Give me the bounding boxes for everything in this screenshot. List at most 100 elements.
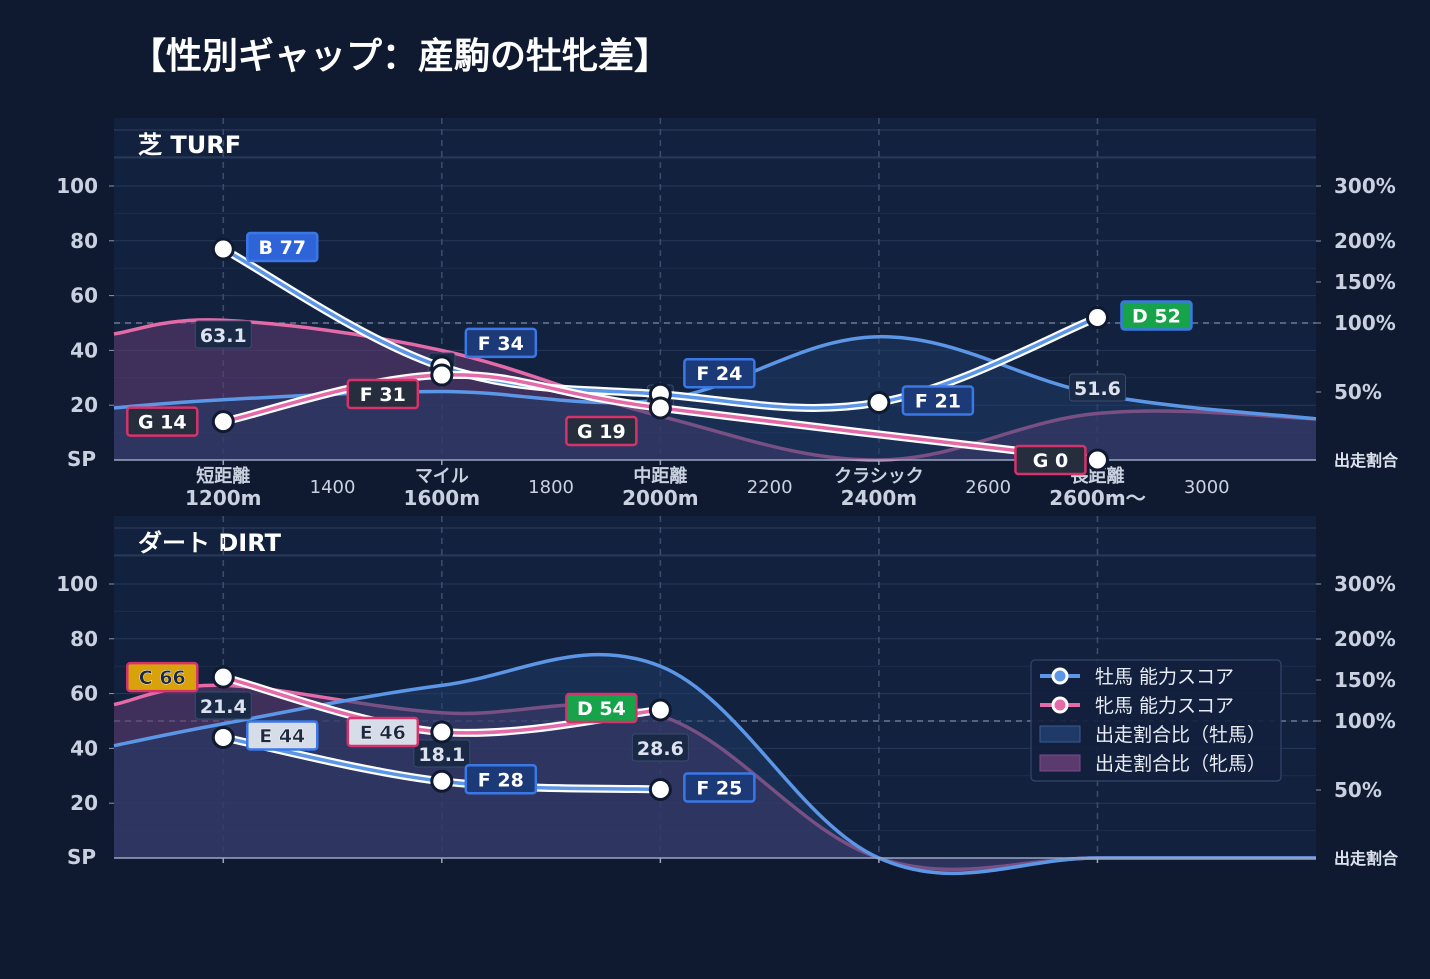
y2-axis-label: 出走割合 [1334,451,1399,470]
legend-box [1030,659,1282,782]
x-tick-label: クラシック [834,466,924,487]
y2-tick-label: 50% [1334,778,1382,802]
x-tick-label: 1200m [185,486,262,510]
y-tick-label: 20 [70,393,98,417]
x-tick-label: 1400 [310,477,356,498]
grade-badge [683,357,756,389]
grade-label: F 34 [478,333,524,355]
y-tick-label: 60 [70,682,98,706]
male-score-point [430,769,454,793]
grade-badge [246,231,319,263]
grade-label: E 46 [360,722,406,744]
grade-label: C 66 [139,667,186,689]
x-tick-label: 2400m [841,486,918,510]
panel-title: ダート DIRT [138,529,282,557]
female-score-point [648,698,672,722]
grade-badge [901,385,975,416]
y2-tick-label: 300% [1334,572,1396,596]
female-score-point [1085,448,1109,472]
x-tick-label: 2600m〜 [1049,486,1146,510]
grade-label: G 0 [1033,450,1068,472]
ratio-label-box [631,733,689,762]
grade-label: D 52 [1132,306,1181,328]
legend-label: 出走割合比（牝馬） [1095,753,1266,775]
ratio-label-box [194,691,252,720]
y-tick-label: 100 [56,572,98,596]
grade-label: B 77 [258,237,306,259]
chart-panel-dirt: ダート DIRT 100 80 60 40 20 SP 300% 200% 150% 100% 50%… [56,516,1399,876]
grade-label: E 44 [259,725,305,747]
male-score-point [211,237,235,261]
ratio-label-box [1068,373,1126,402]
ratio-label: 18.1 [418,744,465,766]
y-tick-label: 40 [70,736,98,760]
y2-tick-label: 150% [1334,668,1396,692]
legend-swatch [1039,725,1081,743]
male-score-point [211,725,235,749]
y2-tick-label: 50% [1334,380,1382,404]
chart-panel-turf: 芝 TURF 100 80 60 40 20 SP 300% 200% 150% 100% 50% 出走… [56,118,1399,510]
grade-badge [126,406,199,437]
legend-label: 牝馬 能力スコア [1095,695,1234,717]
legend-marker [1051,667,1069,685]
female-score-line [221,373,1100,462]
ratio-label-box [194,320,252,349]
female-score-point [211,410,235,434]
y-tick-label: 60 [70,284,98,308]
x-tick-label: 2000m [622,486,699,510]
x-tick-label: 2600 [965,477,1011,498]
grade-badge [346,378,420,410]
panel-title: 芝 TURF [138,131,241,159]
y2-tick-label: 150% [1334,270,1396,294]
legend-label: 出走割合比（牡馬） [1095,724,1266,746]
grade-label: F 31 [360,384,406,406]
y-tick-label: 100 [56,174,98,198]
ratio-label: 21.4 [200,696,247,718]
y-tick-label: 80 [70,229,98,253]
legend-label: 牡馬 能力スコア [1095,666,1234,688]
legend-swatch [1039,754,1081,772]
grade-label: G 14 [138,412,187,434]
grade-label: G 19 [577,421,626,443]
grade-badge [464,764,538,795]
y-tick-label: 80 [70,627,98,651]
y2-tick-label: 200% [1334,229,1396,253]
legend-marker [1051,696,1069,714]
y-tick-label: 20 [70,791,98,815]
y-axis-label: SP [67,447,96,471]
grade-label: F 25 [696,778,742,800]
x-tick-label: 短距離 [196,465,250,487]
female-score-point [430,363,454,387]
grade-label: F 24 [696,363,742,385]
figure-title: 【性別ギャップ：産駒の牡牝差】 [130,36,670,77]
ratio-label: 63.1 [200,325,247,347]
y2-tick-label: 200% [1334,627,1396,651]
female-score-point [648,396,672,420]
female-score-point [430,720,454,744]
grade-badge [346,716,420,748]
y2-tick-label: 100% [1334,311,1396,335]
grade-label: F 28 [478,769,524,791]
male-ratio-area [114,654,1316,874]
panels: 芝 TURF 100 80 60 40 20 SP 300% 200% 150% 100% 50% 出走… [56,118,1399,876]
ratio-label: 51.6 [1074,378,1121,400]
grade-badge [565,415,638,447]
grade-badge [464,327,538,359]
x-tick-label: 2200 [747,477,793,498]
grade-badge [1014,444,1087,476]
ratio-label: 28.6 [637,738,684,760]
grade-badge [1120,300,1193,331]
female-score-point [211,665,235,689]
x-tick-label: マイル [415,466,469,487]
grade-badge [565,692,638,724]
y2-axis-label: 出走割合 [1334,849,1399,868]
x-tick-label: 1600m [404,486,481,510]
x-tick-label: 中距離 [633,465,687,487]
y-tick-label: 40 [70,338,98,362]
grade-label: D 54 [577,698,626,720]
grade-label: F 21 [915,390,961,412]
x-tick-label: 3000 [1184,477,1230,498]
y2-tick-label: 100% [1334,709,1396,733]
